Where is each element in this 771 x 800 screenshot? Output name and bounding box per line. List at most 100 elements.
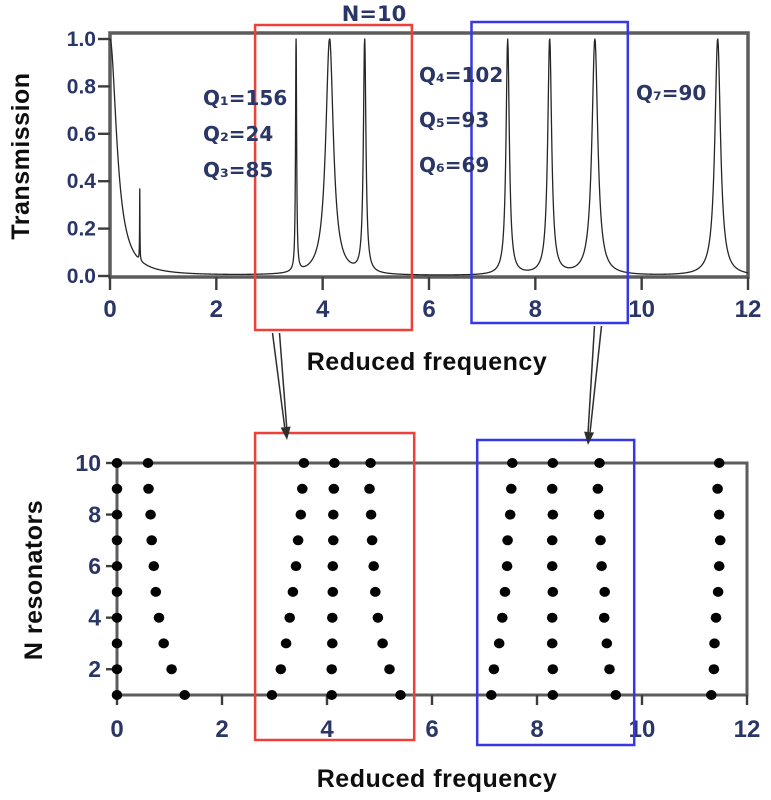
resonance-dot — [111, 561, 123, 572]
zoom-arrow-red-head — [280, 426, 291, 440]
top-x-tick-label: 6 — [422, 296, 435, 323]
resonance-dot — [599, 586, 610, 597]
resonance-dot — [594, 458, 605, 468]
top-x-tick-label: 2 — [210, 296, 223, 323]
q5-annotation: Q₅=93 — [419, 108, 490, 132]
resonance-dot — [395, 690, 406, 700]
resonance-dot — [366, 535, 378, 546]
resonance-dot — [364, 483, 375, 494]
resonance-dot — [547, 664, 559, 675]
top-chart-y-axis-title: Transmission — [7, 72, 35, 240]
resonance-dot — [111, 638, 123, 649]
zoom-arrow-blue-head — [584, 431, 595, 445]
resonance-dot — [507, 458, 518, 468]
top-y-tick-label: 0.6 — [67, 123, 96, 146]
resonance-dot — [328, 535, 339, 546]
resonance-dot — [712, 483, 723, 494]
bottom-chart-x-axis-title: Reduced frequency — [316, 765, 558, 793]
resonance-dot — [706, 690, 717, 700]
top-x-tick-label: 0 — [103, 296, 116, 323]
highlight-box-bottom-red — [253, 431, 416, 742]
resonance-dot — [368, 561, 380, 572]
resonance-dot — [372, 612, 384, 623]
resonance-dot — [326, 664, 338, 675]
resonance-dot — [546, 483, 558, 494]
resonance-dot — [111, 509, 123, 520]
top-chart-x-axis-title: Reduced frequency — [306, 348, 548, 376]
transmission-curve — [109, 38, 749, 276]
resonance-dot — [610, 690, 622, 700]
resonance-dot — [287, 586, 299, 597]
resonance-dot — [499, 586, 511, 597]
bottom-x-tick-label: 2 — [215, 716, 228, 743]
resonance-dot — [710, 612, 722, 623]
resonance-dot — [598, 612, 610, 623]
resonance-dot — [497, 612, 508, 623]
resonance-dot — [488, 664, 500, 675]
resonance-dot — [143, 483, 154, 494]
resonance-dot — [377, 638, 388, 649]
resonance-dot — [546, 612, 558, 623]
resonance-dot — [708, 664, 720, 675]
resonance-dot — [284, 612, 296, 623]
resonance-dot — [295, 509, 307, 520]
top-y-tick-label: 0.2 — [67, 218, 96, 241]
resonance-dot — [266, 690, 278, 700]
resonance-dot — [593, 509, 605, 520]
zoom-arrow-red-stroke — [271, 332, 286, 428]
resonance-dot — [546, 535, 558, 546]
resonance-dot — [328, 483, 340, 494]
bottom-y-tick-label: 8 — [88, 502, 101, 528]
resonance-dot — [506, 483, 517, 494]
resonance-dot — [595, 535, 606, 546]
resonance-dot — [365, 458, 376, 468]
resonance-dot — [501, 561, 513, 572]
resonance-dot — [713, 561, 725, 572]
top-x-tick-label: 10 — [628, 296, 655, 323]
zoom-arrow-blue-stroke — [587, 325, 596, 433]
resonance-dot — [592, 483, 604, 494]
resonance-dot — [329, 458, 340, 468]
resonance-dot — [504, 509, 516, 520]
resonance-dot — [714, 535, 726, 546]
bottom-chart-frame — [115, 461, 749, 697]
bottom-x-tick-label: 12 — [734, 716, 761, 743]
resonance-dot — [502, 535, 513, 546]
bottom-y-tick-label: 10 — [75, 450, 101, 476]
resonance-dot — [547, 458, 559, 468]
bottom-x-tick-label: 0 — [110, 716, 123, 743]
resonance-dot — [486, 690, 497, 700]
resonance-dot — [713, 458, 725, 468]
resonance-dot — [370, 586, 381, 597]
resonance-dot — [326, 690, 338, 700]
q6-annotation: Q₆=69 — [419, 153, 490, 177]
resonance-dot — [166, 664, 177, 675]
resonance-dot — [158, 638, 169, 649]
top-y-tick-label: 0.0 — [67, 265, 96, 288]
bottom-y-tick-label: 6 — [88, 553, 101, 579]
highlight-box-bottom-blue — [475, 438, 636, 747]
resonance-dot — [493, 638, 505, 649]
n-resonators-annotation: N=10 — [341, 2, 407, 26]
resonance-dot — [146, 535, 157, 546]
resonance-dot — [384, 664, 395, 675]
q1-annotation: Q₁=156 — [203, 86, 288, 110]
top-x-tick-label: 12 — [735, 296, 762, 323]
q-factor-annotations-left-group: Q₁=156 Q₂=24 Q₃=85 — [203, 83, 287, 191]
resonance-dot — [365, 509, 377, 520]
top-y-tick-label: 1.0 — [67, 28, 96, 51]
resonance-dot — [111, 535, 123, 546]
bottom-y-tick-label: 4 — [88, 605, 101, 631]
resonance-dot — [111, 612, 123, 623]
bottom-chart-y-axis-title: N resonators — [20, 499, 48, 661]
resonance-dot — [604, 664, 615, 675]
resonance-dot — [601, 638, 613, 649]
bottom-x-tick-label: 6 — [425, 716, 438, 743]
highlight-box-top-red — [253, 23, 414, 332]
resonance-dot — [327, 561, 339, 572]
resonance-dot — [150, 586, 162, 597]
resonance-dot — [546, 638, 558, 649]
resonance-dot — [709, 638, 720, 649]
